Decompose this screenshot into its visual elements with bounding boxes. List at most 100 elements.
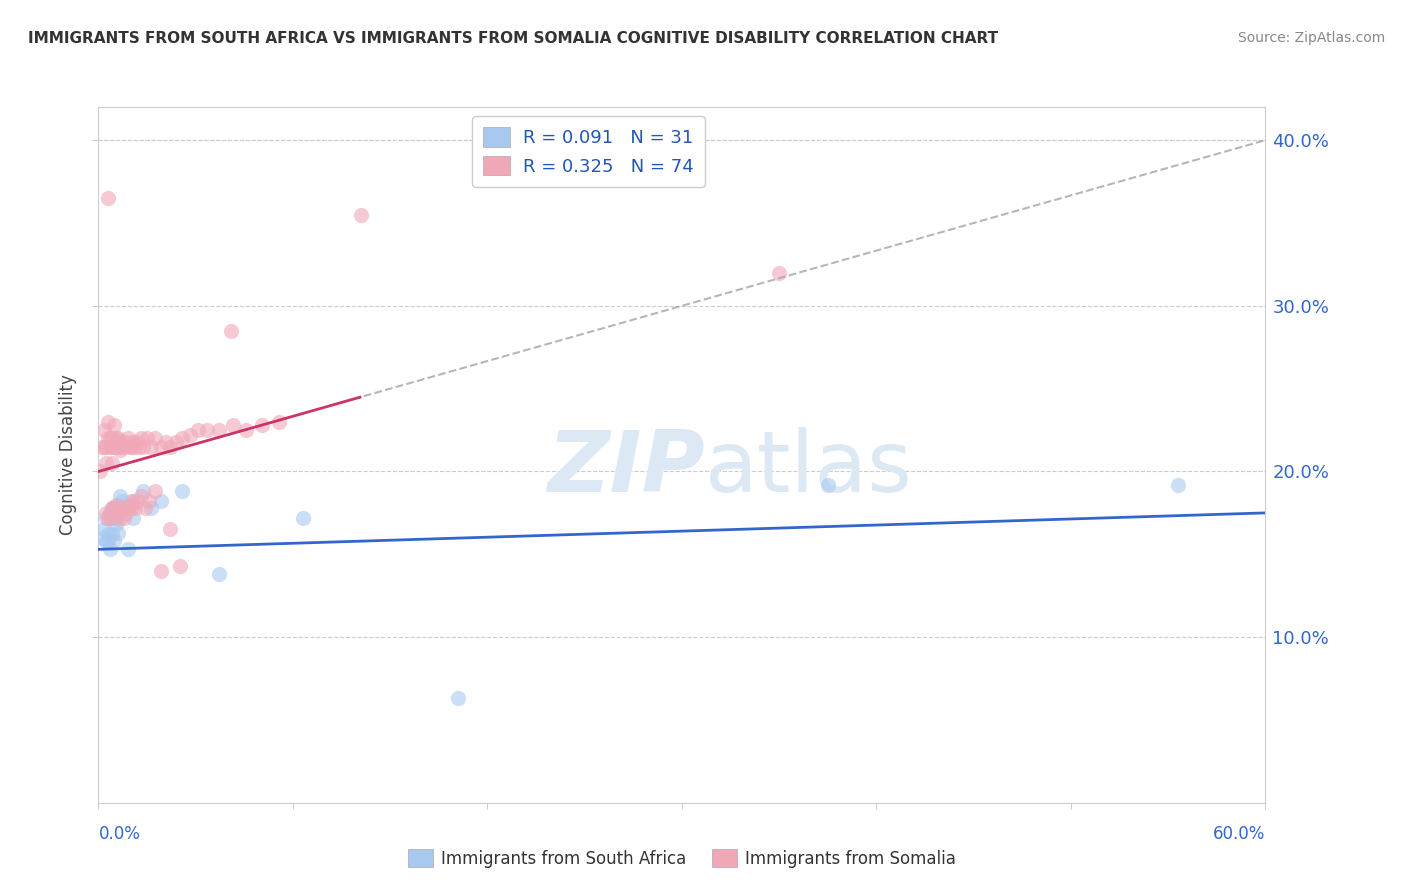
Point	[221, 418, 243, 433]
Point	[195, 423, 218, 437]
Point	[134, 500, 156, 515]
Point	[112, 500, 135, 515]
Point	[143, 484, 166, 499]
Y-axis label: Cognitive Disability: Cognitive Disability	[59, 375, 77, 535]
Point	[98, 431, 121, 445]
Point	[124, 500, 146, 515]
Point	[108, 442, 131, 457]
Point	[269, 415, 291, 429]
Point	[97, 415, 120, 429]
Point	[117, 500, 139, 515]
Point	[91, 531, 114, 545]
Point	[129, 431, 152, 445]
Point	[107, 431, 129, 445]
Point	[103, 534, 125, 549]
Point	[104, 498, 127, 512]
Point	[159, 523, 181, 537]
Point	[108, 489, 131, 503]
Point	[139, 500, 162, 515]
Point	[118, 440, 141, 454]
Point	[165, 434, 187, 449]
Text: atlas: atlas	[706, 427, 914, 510]
Point	[107, 498, 129, 512]
Point	[103, 418, 125, 433]
Point	[170, 484, 193, 499]
Point	[96, 506, 118, 520]
Point	[768, 266, 790, 280]
Point	[108, 434, 131, 449]
Point	[98, 511, 121, 525]
Point	[121, 500, 143, 515]
Text: IMMIGRANTS FROM SOUTH AFRICA VS IMMIGRANTS FROM SOMALIA COGNITIVE DISABILITY COR: IMMIGRANTS FROM SOUTH AFRICA VS IMMIGRAN…	[28, 31, 998, 46]
Point	[447, 691, 470, 706]
Point	[101, 527, 124, 541]
Text: 60.0%: 60.0%	[1213, 825, 1265, 843]
Point	[111, 440, 134, 454]
Point	[104, 431, 127, 445]
Point	[817, 477, 839, 491]
Point	[117, 542, 139, 557]
Point	[128, 440, 150, 454]
Text: ZIP: ZIP	[547, 427, 706, 510]
Point	[350, 208, 373, 222]
Point	[159, 440, 181, 454]
Point	[91, 440, 114, 454]
Point	[96, 440, 118, 454]
Point	[98, 506, 121, 520]
Point	[108, 511, 131, 525]
Point	[111, 500, 134, 515]
Point	[219, 324, 242, 338]
Point	[136, 431, 159, 445]
Legend: Immigrants from South Africa, Immigrants from Somalia: Immigrants from South Africa, Immigrants…	[401, 842, 963, 874]
Point	[101, 456, 124, 470]
Point	[107, 525, 129, 540]
Point	[114, 506, 136, 520]
Point	[170, 431, 193, 445]
Point	[179, 428, 201, 442]
Text: 0.0%: 0.0%	[98, 825, 141, 843]
Point	[250, 418, 273, 433]
Point	[93, 423, 115, 437]
Point	[98, 440, 121, 454]
Point	[122, 434, 145, 449]
Point	[103, 440, 125, 454]
Point	[97, 191, 120, 205]
Point	[107, 440, 129, 454]
Point	[107, 506, 129, 520]
Point	[97, 431, 120, 445]
Point	[111, 494, 134, 508]
Point	[89, 465, 111, 479]
Point	[1167, 477, 1189, 491]
Point	[208, 423, 231, 437]
Point	[149, 440, 172, 454]
Point	[132, 484, 155, 499]
Point	[143, 431, 166, 445]
Point	[138, 494, 160, 508]
Point	[149, 494, 172, 508]
Point	[97, 511, 120, 525]
Point	[121, 440, 143, 454]
Point	[93, 440, 115, 454]
Point	[121, 494, 143, 508]
Point	[103, 511, 125, 525]
Point	[101, 500, 124, 515]
Point	[93, 523, 115, 537]
Point	[291, 511, 314, 525]
Point	[97, 527, 120, 541]
Point	[117, 431, 139, 445]
Point	[124, 440, 146, 454]
Point	[118, 498, 141, 512]
Point	[149, 564, 172, 578]
Point	[169, 558, 191, 573]
Point	[139, 440, 162, 454]
Point	[96, 456, 118, 470]
Point	[101, 431, 124, 445]
Point	[112, 511, 135, 525]
Point	[127, 494, 149, 508]
Point	[101, 440, 124, 454]
Text: Source: ZipAtlas.com: Source: ZipAtlas.com	[1237, 31, 1385, 45]
Point	[127, 434, 149, 449]
Point	[208, 567, 231, 582]
Point	[104, 511, 127, 525]
Point	[155, 434, 177, 449]
